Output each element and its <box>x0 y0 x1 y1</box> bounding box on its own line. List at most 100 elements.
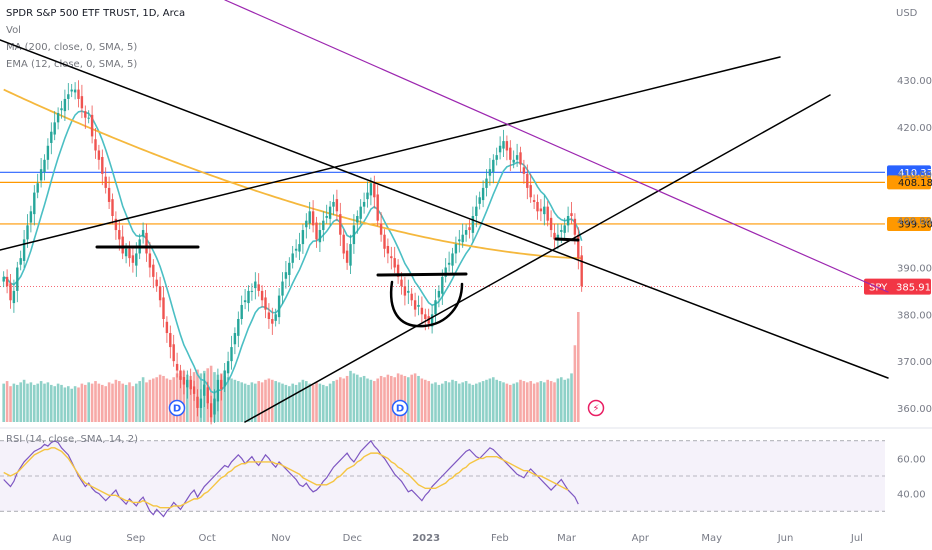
candle[interactable] <box>481 187 485 201</box>
candle[interactable] <box>356 216 359 223</box>
support-mark-2[interactable] <box>554 237 580 242</box>
candle[interactable] <box>424 314 427 319</box>
candle[interactable] <box>158 286 162 301</box>
candle[interactable] <box>532 200 536 202</box>
candle[interactable] <box>90 114 94 137</box>
candle[interactable] <box>485 178 488 188</box>
trendline-up-channel[interactable] <box>0 56 781 251</box>
candle[interactable] <box>359 206 362 219</box>
candle[interactable] <box>162 297 165 319</box>
candle[interactable] <box>124 248 128 257</box>
candle[interactable] <box>335 199 339 212</box>
candle[interactable] <box>376 194 379 221</box>
candle[interactable] <box>22 239 26 261</box>
candle[interactable] <box>175 363 179 371</box>
candle[interactable] <box>94 139 97 151</box>
candle[interactable] <box>131 255 135 263</box>
candle[interactable] <box>243 300 247 303</box>
candle[interactable] <box>573 218 577 235</box>
candle[interactable] <box>471 216 475 233</box>
candle[interactable] <box>345 250 349 263</box>
candle[interactable] <box>39 169 43 181</box>
candle[interactable] <box>165 321 169 334</box>
candle[interactable] <box>386 245 390 254</box>
candle[interactable] <box>63 98 67 112</box>
candle[interactable] <box>461 234 464 243</box>
ma200-line[interactable] <box>3 88 582 260</box>
candle[interactable] <box>226 361 230 374</box>
candle[interactable] <box>322 220 325 231</box>
candle[interactable] <box>492 159 495 172</box>
candle[interactable] <box>458 239 461 242</box>
candle[interactable] <box>254 281 257 289</box>
candle[interactable] <box>155 279 158 287</box>
candle[interactable] <box>478 197 481 204</box>
candle[interactable] <box>121 236 124 254</box>
candle[interactable] <box>437 290 441 298</box>
candle[interactable] <box>379 223 383 235</box>
candle[interactable] <box>495 155 498 160</box>
candle[interactable] <box>186 379 189 388</box>
candle[interactable] <box>366 192 369 200</box>
candle[interactable] <box>281 281 284 296</box>
candle[interactable] <box>284 272 288 279</box>
rsi-line[interactable] <box>3 439 579 518</box>
candle[interactable] <box>444 267 447 277</box>
candle[interactable] <box>543 206 546 215</box>
candle[interactable] <box>104 176 107 188</box>
candle[interactable] <box>410 293 413 301</box>
candle[interactable] <box>373 183 376 198</box>
dividend-marker[interactable] <box>168 399 186 417</box>
candle[interactable] <box>250 290 254 292</box>
candle[interactable] <box>577 234 580 259</box>
candle[interactable] <box>199 398 203 408</box>
candle[interactable] <box>430 314 434 327</box>
candle[interactable] <box>352 225 356 245</box>
candle[interactable] <box>67 94 70 99</box>
candle[interactable] <box>311 211 315 226</box>
candle[interactable] <box>33 192 36 215</box>
candle[interactable] <box>383 234 386 249</box>
candle[interactable] <box>390 256 393 259</box>
candle[interactable] <box>101 157 104 174</box>
candle[interactable] <box>553 232 556 240</box>
candle[interactable] <box>172 344 175 362</box>
candle[interactable] <box>369 183 373 196</box>
candle[interactable] <box>73 89 77 93</box>
candle[interactable] <box>53 122 56 135</box>
candle[interactable] <box>519 152 522 165</box>
candle[interactable] <box>179 370 182 380</box>
candle[interactable] <box>447 262 451 265</box>
candle[interactable] <box>294 248 298 251</box>
candle[interactable] <box>526 173 529 188</box>
candle[interactable] <box>342 234 345 254</box>
candle[interactable] <box>169 333 172 348</box>
candle[interactable] <box>413 300 417 310</box>
candle[interactable] <box>26 225 29 240</box>
candle[interactable] <box>403 286 407 296</box>
candle[interactable] <box>420 307 424 315</box>
cup-pattern-drawing[interactable] <box>389 280 464 328</box>
candle[interactable] <box>43 159 46 172</box>
candle[interactable] <box>111 199 114 216</box>
candle[interactable] <box>570 213 573 216</box>
candle[interactable] <box>274 314 277 321</box>
candle[interactable] <box>260 290 264 301</box>
candle[interactable] <box>118 230 121 240</box>
candle[interactable] <box>145 232 148 254</box>
candle[interactable] <box>434 300 437 315</box>
candle[interactable] <box>77 89 80 99</box>
candle[interactable] <box>515 155 519 160</box>
candle[interactable] <box>560 230 563 232</box>
candle[interactable] <box>308 211 311 224</box>
candle[interactable] <box>182 377 186 385</box>
candle[interactable] <box>9 283 12 301</box>
candle[interactable] <box>230 347 233 362</box>
candle[interactable] <box>141 230 145 237</box>
candle[interactable] <box>488 169 492 176</box>
candle[interactable] <box>407 290 410 293</box>
candle[interactable] <box>87 117 90 119</box>
candle[interactable] <box>209 403 213 418</box>
candle[interactable] <box>291 253 294 263</box>
candle[interactable] <box>247 290 250 304</box>
